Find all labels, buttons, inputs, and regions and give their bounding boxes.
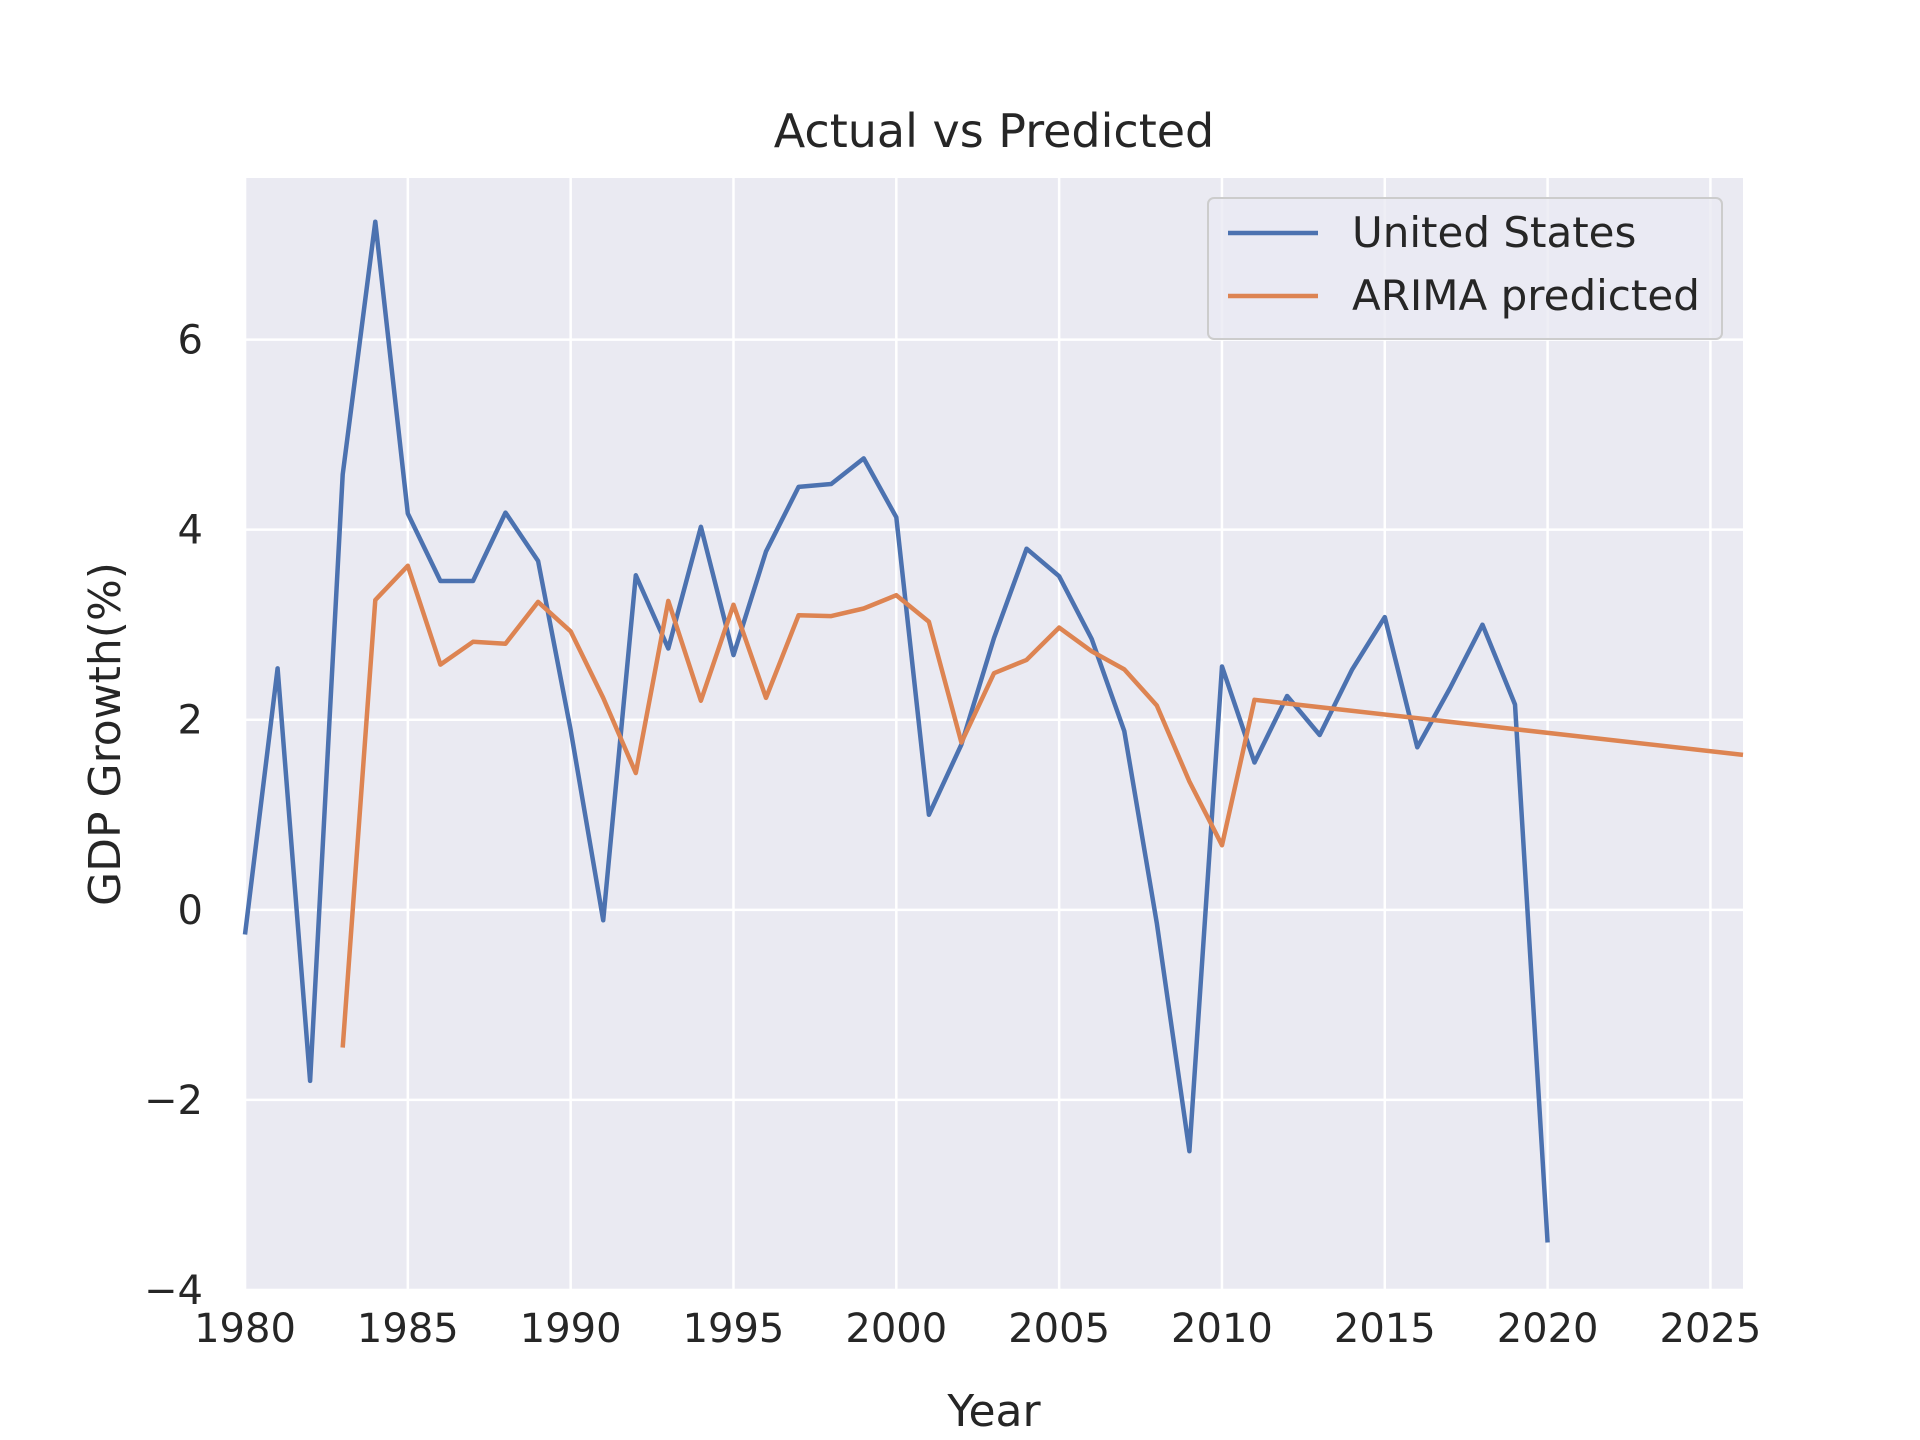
y-tick-label: −2 xyxy=(144,1078,203,1124)
legend-label-arima-predicted: ARIMA predicted xyxy=(1352,271,1700,320)
x-axis: 1980 1985 1990 1995 2000 2005 2010 2015 2020 2025 xyxy=(194,1306,1761,1352)
y-axis: −4 −2 0 2 4 6 xyxy=(144,318,203,1314)
y-tick-label: 6 xyxy=(178,318,203,364)
y-tick-label: 0 xyxy=(178,888,203,934)
x-tick-label: 1980 xyxy=(194,1306,296,1352)
legend: United States ARIMA predicted xyxy=(1207,197,1723,340)
x-tick-label: 1995 xyxy=(683,1306,785,1352)
y-tick-label: 2 xyxy=(178,698,203,744)
series-line-arima-predicted xyxy=(340,563,1744,1048)
x-tick-label: 2010 xyxy=(1171,1306,1273,1352)
x-axis-title: Year xyxy=(946,1386,1041,1437)
x-tick-label: 2000 xyxy=(845,1306,947,1352)
x-tick-label: 1985 xyxy=(357,1306,459,1352)
series-line-united-states xyxy=(242,219,1550,1243)
plot-area-background xyxy=(245,178,1743,1290)
y-tick-label: 4 xyxy=(178,508,203,554)
y-tick-label: −4 xyxy=(144,1268,203,1314)
x-tick-label: 2005 xyxy=(1008,1306,1110,1352)
legend-box xyxy=(1207,197,1723,340)
legend-label-united-states: United States xyxy=(1352,208,1636,257)
x-tick-label: 2015 xyxy=(1334,1306,1436,1352)
y-axis-title: GDP Growth(%) xyxy=(80,562,131,906)
x-tick-label: 1990 xyxy=(520,1306,622,1352)
x-tick-label: 2025 xyxy=(1660,1306,1762,1352)
chart-title: Actual vs Predicted xyxy=(774,104,1214,158)
series-lines xyxy=(242,219,1744,1243)
grid xyxy=(243,178,1743,1292)
x-tick-label: 2020 xyxy=(1497,1306,1599,1352)
